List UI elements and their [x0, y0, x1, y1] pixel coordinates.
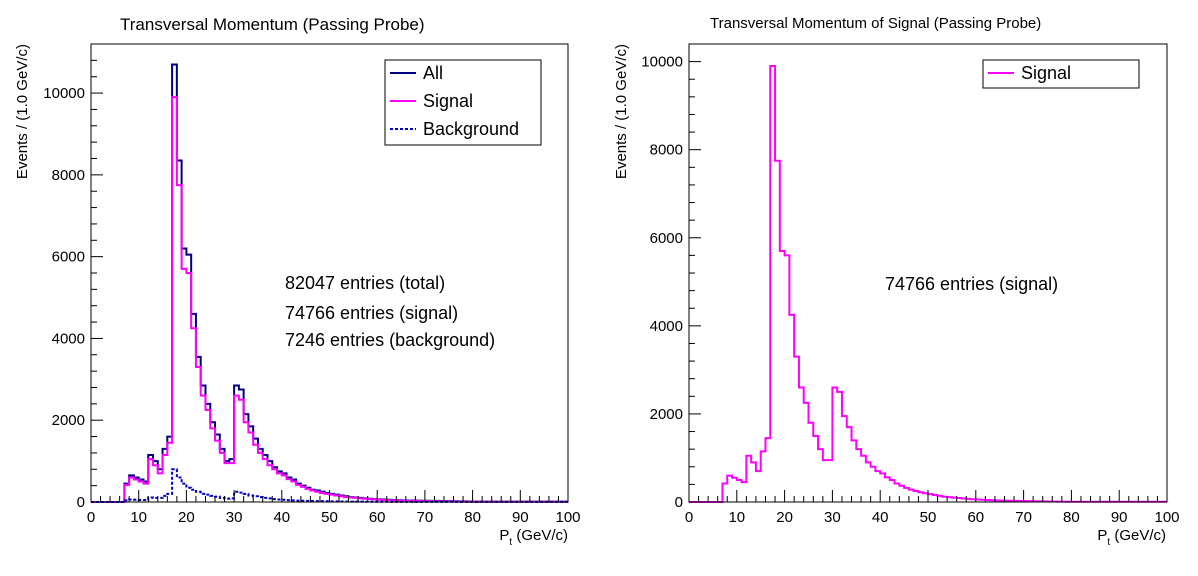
x-tick-label: 80 [464, 509, 481, 526]
y-tick-label: 0 [77, 494, 85, 511]
legend-label-all: All [423, 63, 443, 83]
x-axis-label-main: P [1097, 527, 1107, 544]
x-tick-label: 20 [776, 509, 793, 526]
legend-label-background: Background [423, 119, 519, 139]
x-tick-label: 10 [728, 509, 745, 526]
y-tick-label: 4000 [650, 318, 683, 335]
x-tick-label: 100 [1154, 509, 1179, 526]
series-background [91, 468, 568, 503]
x-axis-label: Pt (GeV/c) [1097, 527, 1166, 548]
plot-frame [688, 43, 1168, 503]
x-tick-label: 50 [920, 509, 937, 526]
x-axis-label-sub: t [509, 537, 512, 548]
annotation-total: 82047 entries (total) [285, 273, 445, 293]
x-tick-label: 60 [967, 509, 984, 526]
x-tick-label: 20 [178, 509, 195, 526]
x-axis-label-unit: (GeV/c) [512, 527, 568, 544]
x-tick-label: 100 [555, 509, 580, 526]
x-tick-label: 60 [369, 509, 386, 526]
y-axis-label: Events / (1.0 GeV/c) [613, 44, 630, 179]
y-tick-label: 10000 [43, 85, 85, 102]
y-tick-label: 6000 [52, 249, 85, 266]
x-tick-label: 90 [1111, 509, 1128, 526]
y-axis-label: Events / (1.0 GeV/c) [14, 44, 31, 179]
x-tick-label: 40 [273, 509, 290, 526]
y-tick-label: 0 [675, 494, 683, 511]
panel-left-total: Transversal Momentum (Passing Probe) 0 10… [14, 15, 581, 548]
y-tick-label: 8000 [52, 167, 85, 184]
legend-label-signal: Signal [423, 91, 473, 111]
annotation-background: 7246 entries (background) [285, 330, 495, 350]
y-tick-label: 6000 [650, 230, 683, 247]
x-axis-label-main: P [499, 527, 509, 544]
panel-right-signal: Transversal Momentum of Signal (Passing … [613, 15, 1180, 548]
x-tick-label: 50 [321, 509, 338, 526]
legend-box [384, 59, 542, 146]
x-axis-label: Pt (GeV/c) [499, 527, 568, 548]
y-tick-label: 10000 [641, 54, 683, 71]
x-tick-label: 10 [130, 509, 147, 526]
x-tick-label: 80 [1063, 509, 1080, 526]
x-tick-label: 70 [417, 509, 434, 526]
x-tick-label: 30 [226, 509, 243, 526]
chart-title: Transversal Momentum of Signal (Passing … [710, 15, 1041, 32]
x-tick-label: 40 [872, 509, 889, 526]
series-signal [91, 96, 568, 503]
annotation-signal: 74766 entries (signal) [285, 303, 458, 323]
x-tick-label: 0 [87, 509, 95, 526]
legend: All Signal Background [384, 59, 542, 146]
y-tick-label: 4000 [52, 330, 85, 347]
legend: Signal [982, 59, 1140, 89]
x-tick-label: 0 [685, 509, 693, 526]
annotation-signal: 74766 entries (signal) [885, 274, 1058, 294]
y-tick-label: 8000 [650, 142, 683, 159]
x-tick-label: 30 [824, 509, 841, 526]
x-tick-label: 70 [1015, 509, 1032, 526]
chart-title: Transversal Momentum (Passing Probe) [120, 15, 425, 34]
y-tick-label: 2000 [52, 412, 85, 429]
legend-label-signal: Signal [1021, 63, 1071, 83]
x-tick-label: 90 [512, 509, 529, 526]
y-tick-label: 2000 [650, 406, 683, 423]
x-axis-label-sub: t [1107, 537, 1110, 548]
x-axis-label-unit: (GeV/c) [1110, 527, 1166, 544]
